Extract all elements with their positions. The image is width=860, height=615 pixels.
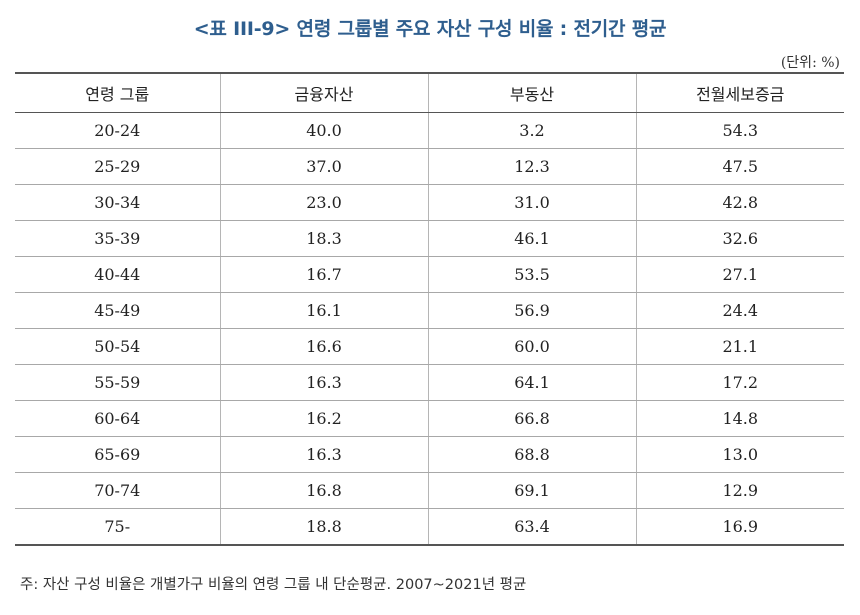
rental-deposit-cell: 42.8 — [635, 184, 844, 221]
table-row: 65-69 16.3 68.8 13.0 — [15, 436, 844, 473]
financial-assets-cell: 18.8 — [219, 508, 428, 546]
table-row: 75- 18.8 63.4 16.9 — [15, 508, 844, 546]
real-estate-cell: 56.9 — [427, 292, 636, 329]
age-group-cell: 55-59 — [15, 364, 220, 401]
real-estate-cell: 69.1 — [427, 472, 636, 509]
real-estate-cell: 68.8 — [427, 436, 636, 473]
table-row: 25-29 37.0 12.3 47.5 — [15, 148, 844, 185]
rental-deposit-cell: 32.6 — [635, 220, 844, 257]
rental-deposit-cell: 16.9 — [635, 508, 844, 546]
age-group-cell: 65-69 — [15, 436, 220, 473]
financial-assets-cell: 16.6 — [219, 328, 428, 365]
rental-deposit-cell: 27.1 — [635, 256, 844, 293]
age-group-cell: 70-74 — [15, 472, 220, 509]
rental-deposit-cell: 13.0 — [635, 436, 844, 473]
rental-deposit-cell: 54.3 — [635, 112, 844, 149]
real-estate-cell: 12.3 — [427, 148, 636, 185]
real-estate-cell: 46.1 — [427, 220, 636, 257]
rental-deposit-cell: 12.9 — [635, 472, 844, 509]
rental-deposit-cell: 17.2 — [635, 364, 844, 401]
financial-assets-cell: 40.0 — [219, 112, 428, 149]
table-row: 55-59 16.3 64.1 17.2 — [15, 364, 844, 401]
table-title: <표 III-9> 연령 그룹별 주요 자산 구성 비율 : 전기간 평균 — [193, 18, 667, 40]
rental-deposit-cell: 47.5 — [635, 148, 844, 185]
financial-assets-cell: 18.3 — [219, 220, 428, 257]
header-age-group: 연령 그룹 — [15, 72, 220, 113]
real-estate-cell: 31.0 — [427, 184, 636, 221]
age-group-cell: 50-54 — [15, 328, 220, 365]
real-estate-cell: 3.2 — [427, 112, 636, 149]
age-group-cell: 60-64 — [15, 400, 220, 437]
financial-assets-cell: 37.0 — [219, 148, 428, 185]
financial-assets-cell: 16.8 — [219, 472, 428, 509]
table-row: 20-24 40.0 3.2 54.3 — [15, 112, 844, 149]
rental-deposit-cell: 24.4 — [635, 292, 844, 329]
header-rental-deposit: 전월세보증금 — [635, 72, 844, 113]
real-estate-cell: 66.8 — [427, 400, 636, 437]
financial-assets-cell: 23.0 — [219, 184, 428, 221]
financial-assets-cell: 16.7 — [219, 256, 428, 293]
age-group-cell: 40-44 — [15, 256, 220, 293]
real-estate-cell: 64.1 — [427, 364, 636, 401]
header-real-estate: 부동산 — [427, 72, 636, 113]
age-group-cell: 20-24 — [15, 112, 220, 149]
financial-assets-cell: 16.3 — [219, 364, 428, 401]
table-row: 30-34 23.0 31.0 42.8 — [15, 184, 844, 221]
age-group-cell: 45-49 — [15, 292, 220, 329]
real-estate-cell: 60.0 — [427, 328, 636, 365]
real-estate-cell: 63.4 — [427, 508, 636, 546]
table-row: 70-74 16.8 69.1 12.9 — [15, 472, 844, 509]
table-row: 35-39 18.3 46.1 32.6 — [15, 220, 844, 257]
table-row: 40-44 16.7 53.5 27.1 — [15, 256, 844, 293]
financial-assets-cell: 16.2 — [219, 400, 428, 437]
age-group-cell: 30-34 — [15, 184, 220, 221]
table-row: 60-64 16.2 66.8 14.8 — [15, 400, 844, 437]
age-group-cell: 75- — [15, 508, 220, 546]
table-row: 50-54 16.6 60.0 21.1 — [15, 328, 844, 365]
rental-deposit-cell: 21.1 — [635, 328, 844, 365]
age-group-cell: 35-39 — [15, 220, 220, 257]
unit-label: (단위: %) — [780, 55, 840, 71]
real-estate-cell: 53.5 — [427, 256, 636, 293]
rental-deposit-cell: 14.8 — [635, 400, 844, 437]
financial-assets-cell: 16.3 — [219, 436, 428, 473]
age-group-cell: 25-29 — [15, 148, 220, 185]
table-row: 45-49 16.1 56.9 24.4 — [15, 292, 844, 329]
financial-assets-cell: 16.1 — [219, 292, 428, 329]
header-row: 연령 그룹 금융자산 부동산 전월세보증금 — [15, 72, 844, 113]
table-footnote: 주: 자산 구성 비율은 개별가구 비율의 연령 그룹 내 단순평균. 2007… — [20, 577, 527, 593]
header-financial-assets: 금융자산 — [219, 72, 428, 113]
data-table: 연령 그룹 금융자산 부동산 전월세보증금 20-24 40.0 3.2 54.… — [15, 72, 844, 546]
